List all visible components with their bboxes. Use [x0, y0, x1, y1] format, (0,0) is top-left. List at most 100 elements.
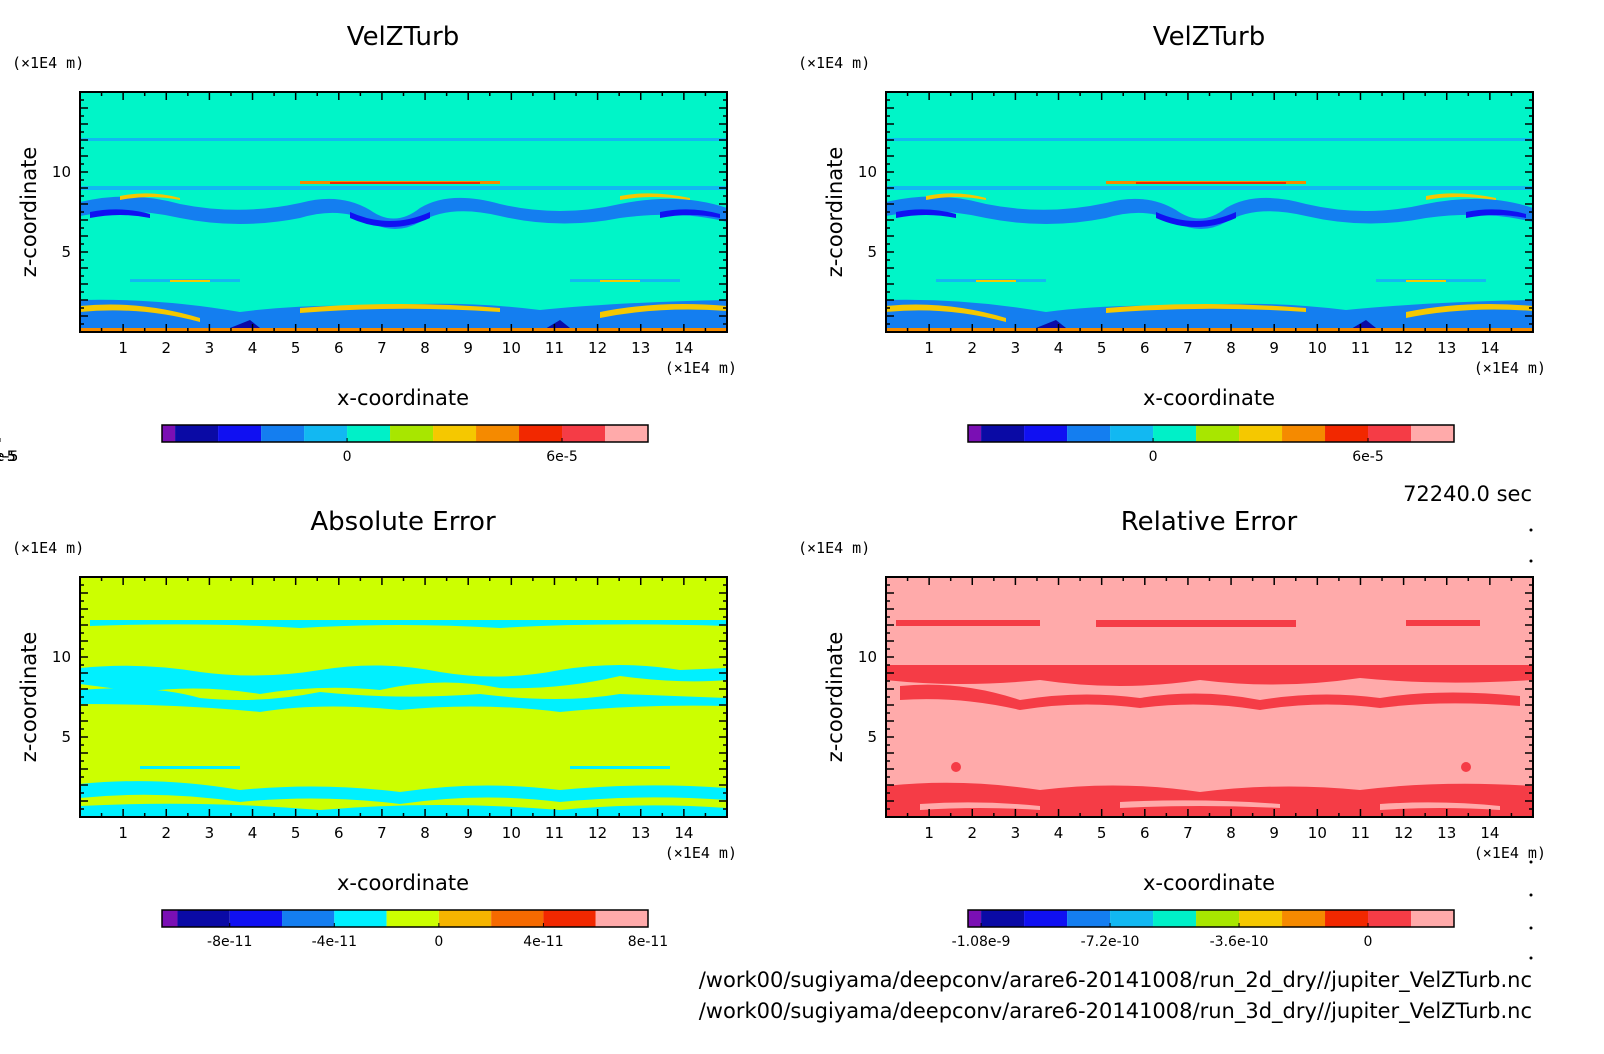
x-tick-label: 12 [1394, 339, 1413, 357]
colorbar-swatch [605, 425, 648, 442]
colorbar-swatch [261, 425, 305, 442]
colorbar-swatch [282, 910, 335, 927]
y-tick-label: 10 [858, 163, 877, 181]
colorbar-label: -3e-5 [0, 449, 18, 465]
y-unit-label: (×1E4 m) [12, 54, 84, 72]
x-tick-label: 8 [420, 339, 430, 357]
time-label: 72240.0 sec [1403, 482, 1532, 506]
colorbar-swatch [433, 425, 477, 442]
colorbar-swatch [1368, 425, 1412, 442]
panel-relative-error: Relative Error (×1E4 m) 1 2 3 4 5 6 7 8 9 10 11 12 1… [798, 507, 1546, 950]
colorbar-swatch [519, 425, 563, 442]
colorbar-swatch [595, 910, 648, 927]
colorbar-swatch [968, 425, 982, 442]
colorbar-label: 0 [1364, 934, 1373, 950]
panel-title: VelZTurb [347, 22, 459, 52]
x-tick-label: 13 [1437, 339, 1456, 357]
x-ticks: 1 2 3 4 5 6 7 8 9 10 11 12 13 14 [79, 92, 728, 357]
colorbar-label: 0 [343, 449, 352, 465]
colorbar-swatch [1067, 425, 1111, 442]
colorbar-label: 8e-11 [628, 934, 668, 950]
y-tick-label: 10 [52, 648, 71, 666]
y-ticks: 5 10 [858, 91, 1533, 333]
colorbar-swatch [1024, 425, 1068, 442]
x-axis-label: x-coordinate [1143, 386, 1275, 410]
colorbar-swatch [562, 425, 606, 442]
colorbar-label: 0 [434, 934, 443, 950]
x-tick-label: 9 [463, 824, 473, 842]
colorbar-swatch [1368, 910, 1412, 927]
colorbar-label: 3e-5 [0, 449, 16, 465]
colorbar: -3e-5 0 3e-5 6e-5 [0, 424, 1455, 465]
colorbar-swatch [1067, 910, 1111, 927]
x-tick-label: 3 [1011, 824, 1021, 842]
colorbar-swatch [438, 910, 492, 927]
colorbar-swatch [1024, 910, 1068, 927]
colorbar-swatch [177, 910, 230, 927]
heatmap-field [886, 577, 1533, 817]
x-tick-label: 11 [545, 339, 564, 357]
x-axis-label: x-coordinate [1143, 871, 1275, 895]
colorbar-swatch [1325, 910, 1369, 927]
x-tick-label: 5 [291, 339, 301, 357]
x-ticks: 1 2 3 4 5 6 7 8 9 10 11 12 13 14 [885, 577, 1534, 842]
panel-velzturb-left: VelZTurb (×1E4 m) [0, 22, 737, 465]
y-unit-label: (×1E4 m) [12, 539, 84, 557]
x-tick-label: 2 [967, 339, 977, 357]
x-tick-label: 14 [674, 824, 693, 842]
y-tick-label: 10 [52, 163, 71, 181]
x-tick-label: 3 [1011, 339, 1021, 357]
x-tick-label: 8 [1226, 339, 1236, 357]
x-tick-label: 12 [1394, 824, 1413, 842]
colorbar-label: 3e-5 [0, 449, 16, 465]
x-tick-label: 8 [1226, 824, 1236, 842]
heatmap-field [80, 92, 727, 332]
colorbar-swatch [218, 425, 262, 442]
x-ticks: 1 2 3 4 5 6 7 8 9 10 11 12 13 14 [79, 577, 728, 842]
colorbar-label: -8e-11 [207, 934, 252, 950]
x-unit-label: (×1E4 m) [665, 844, 737, 862]
x-tick-label: 6 [1140, 824, 1150, 842]
colorbar-swatch [543, 910, 596, 927]
colorbar-swatch [1411, 425, 1454, 442]
x-tick-label: 11 [1351, 824, 1370, 842]
colorbar-swatch [476, 425, 520, 442]
colorbar: -1.08e-9 -7.2e-10 -3.6e-10 0 [952, 909, 1455, 950]
colorbar-swatch [347, 425, 391, 442]
x-tick-label: 13 [631, 339, 650, 357]
colorbar-label: 6e-5 [546, 449, 577, 465]
x-tick-label: 3 [205, 339, 215, 357]
colorbar-swatch [1239, 425, 1283, 442]
x-tick-label: 10 [502, 339, 521, 357]
x-tick-label: 11 [545, 824, 564, 842]
x-tick-label: 5 [1097, 339, 1107, 357]
x-axis-label: x-coordinate [337, 386, 469, 410]
x-tick-label: 9 [1269, 339, 1279, 357]
y-tick-label: 10 [858, 648, 877, 666]
x-tick-label: 5 [291, 824, 301, 842]
y-tick-label: 5 [61, 728, 71, 746]
y-unit-label: (×1E4 m) [798, 539, 870, 557]
colorbar-swatch [1196, 425, 1240, 442]
x-tick-label: 12 [588, 824, 607, 842]
x-unit-label: (×1E4 m) [1474, 359, 1546, 377]
colorbar-label: 6e-5 [1352, 449, 1383, 465]
x-tick-label: 7 [377, 824, 387, 842]
panel-title: Absolute Error [310, 507, 496, 537]
file-path-3d: /work00/sugiyama/deepconv/arare6-2014100… [699, 999, 1532, 1024]
colorbar-label: -7.2e-10 [1081, 934, 1140, 950]
x-tick-label: 7 [1183, 824, 1193, 842]
x-tick-label: 1 [118, 824, 128, 842]
x-tick-label: 2 [161, 339, 171, 357]
colorbar-swatch [162, 425, 176, 442]
x-tick-label: 2 [161, 824, 171, 842]
colorbar-swatch [1282, 425, 1326, 442]
x-axis-label: x-coordinate [337, 871, 469, 895]
colorbar-label: 0 [1149, 449, 1158, 465]
y-axis-label: z-coordinate [823, 632, 847, 763]
x-unit-label: (×1E4 m) [665, 359, 737, 377]
colorbar-label: -1.08e-9 [952, 934, 1011, 950]
x-tick-label: 10 [1308, 824, 1327, 842]
x-tick-label: 11 [1351, 339, 1370, 357]
colorbar-swatch [968, 910, 982, 927]
